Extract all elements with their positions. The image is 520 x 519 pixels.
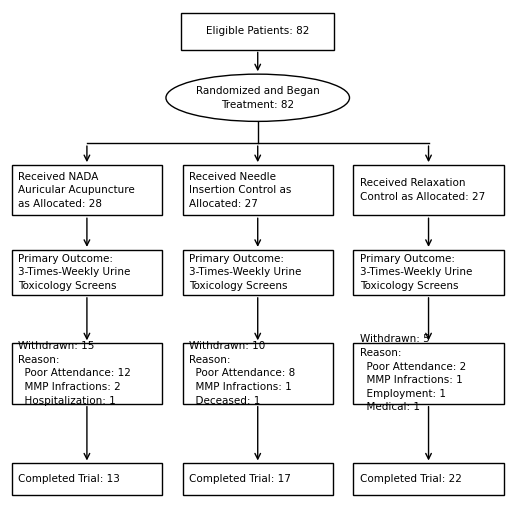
Text: Received Relaxation
Control as Allocated: 27: Received Relaxation Control as Allocated…: [360, 179, 485, 202]
Text: Withdrawn: 10
Reason:
  Poor Attendance: 8
  MMP Infractions: 1
  Deceased: 1: Withdrawn: 10 Reason: Poor Attendance: 8…: [189, 342, 295, 406]
Ellipse shape: [166, 74, 349, 121]
FancyBboxPatch shape: [353, 343, 504, 404]
Text: Completed Trial: 13: Completed Trial: 13: [18, 474, 120, 484]
FancyBboxPatch shape: [353, 250, 504, 295]
Text: Withdrawn: 15
Reason:
  Poor Attendance: 12
  MMP Infractions: 2
  Hospitalizati: Withdrawn: 15 Reason: Poor Attendance: 1…: [18, 342, 131, 406]
FancyBboxPatch shape: [183, 250, 333, 295]
Text: Primary Outcome:
3-Times-Weekly Urine
Toxicology Screens: Primary Outcome: 3-Times-Weekly Urine To…: [18, 254, 131, 291]
Text: Primary Outcome:
3-Times-Weekly Urine
Toxicology Screens: Primary Outcome: 3-Times-Weekly Urine To…: [189, 254, 302, 291]
FancyBboxPatch shape: [183, 165, 333, 215]
Text: Primary Outcome:
3-Times-Weekly Urine
Toxicology Screens: Primary Outcome: 3-Times-Weekly Urine To…: [360, 254, 472, 291]
Text: Received NADA
Auricular Acupuncture
as Allocated: 28: Received NADA Auricular Acupuncture as A…: [18, 172, 135, 209]
Text: Received Needle
Insertion Control as
Allocated: 27: Received Needle Insertion Control as All…: [189, 172, 292, 209]
Text: Randomized and Began
Treatment: 82: Randomized and Began Treatment: 82: [196, 86, 320, 110]
FancyBboxPatch shape: [183, 343, 333, 404]
FancyBboxPatch shape: [12, 165, 162, 215]
FancyBboxPatch shape: [181, 12, 334, 49]
Text: Withdrawn: 5
Reason:
  Poor Attendance: 2
  MMP Infractions: 1
  Employment: 1
 : Withdrawn: 5 Reason: Poor Attendance: 2 …: [360, 334, 466, 413]
FancyBboxPatch shape: [12, 343, 162, 404]
FancyBboxPatch shape: [183, 463, 333, 495]
FancyBboxPatch shape: [12, 463, 162, 495]
Text: Completed Trial: 22: Completed Trial: 22: [360, 474, 462, 484]
FancyBboxPatch shape: [353, 463, 504, 495]
Text: Completed Trial: 17: Completed Trial: 17: [189, 474, 291, 484]
Text: Eligible Patients: 82: Eligible Patients: 82: [206, 26, 309, 36]
FancyBboxPatch shape: [353, 165, 504, 215]
FancyBboxPatch shape: [12, 250, 162, 295]
